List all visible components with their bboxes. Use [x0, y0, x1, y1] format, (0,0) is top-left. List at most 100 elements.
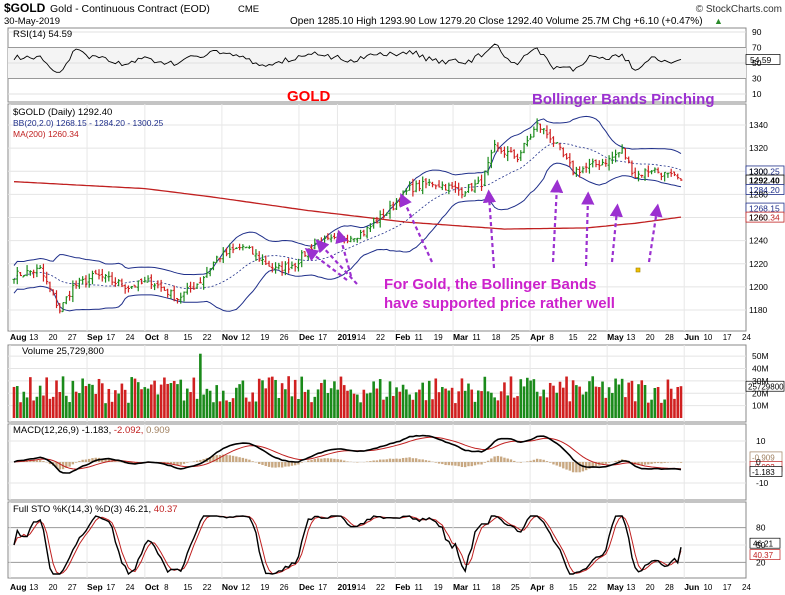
macd-histogram-bar — [428, 460, 431, 462]
volume-bar — [58, 391, 62, 418]
macd-histogram-bar — [679, 462, 683, 463]
macd-label: MACD(12,26,9) -1.183, -2.092, 0.909 — [13, 425, 170, 436]
volume-bar — [306, 389, 310, 418]
volume-bar — [493, 397, 496, 418]
volume-value-box — [745, 380, 785, 392]
macd-histogram-bar — [107, 459, 111, 462]
volume-bar — [123, 389, 127, 418]
axis-ticks: 1340 1320 1300 1280 1260 1240 1220 1200 1180 90 70… — [749, 27, 769, 567]
volume-bar — [179, 379, 183, 418]
macd-histogram-bar — [55, 462, 58, 468]
macd-histogram-bar — [493, 456, 496, 462]
volume-bar — [143, 387, 147, 418]
volume-bar — [532, 379, 536, 418]
macd-histogram-bar — [555, 462, 558, 466]
volume-bar — [241, 380, 245, 418]
x-axis-label: 2019 — [337, 582, 356, 592]
volume-bar — [238, 384, 241, 418]
volume-bar — [297, 399, 300, 418]
macd-histogram-bar — [300, 462, 303, 463]
macd-histogram-bar — [571, 462, 575, 473]
x-axis-label: 15 — [183, 583, 192, 592]
macd-histogram-bar — [244, 458, 248, 462]
x-axis-label: Apr — [530, 582, 545, 592]
x-axis-label: 25 — [511, 333, 520, 342]
macd-histogram-bar — [526, 461, 529, 462]
x-axis-label: 8 — [549, 583, 554, 592]
rsi-tick-label: 10 — [752, 89, 762, 99]
volume-bar — [192, 377, 196, 418]
x-axis-label: Apr — [530, 332, 545, 342]
annotation-arrow — [482, 189, 497, 269]
volume-bar — [342, 385, 346, 418]
volume-bar — [127, 402, 130, 418]
x-axis-label: 12 — [241, 583, 250, 592]
volume-bar — [509, 376, 513, 418]
volume-bar — [87, 383, 91, 418]
macd-histogram-bar — [271, 462, 274, 468]
volume-bar — [584, 391, 588, 418]
macd-histogram-bar — [378, 459, 382, 462]
rsi-tick-label: 90 — [752, 27, 762, 37]
macd-tick-label: 0 — [756, 457, 761, 467]
volume-bar — [372, 381, 375, 418]
volume-bar — [38, 385, 42, 418]
volume-bar — [329, 388, 333, 418]
volume-bar — [81, 378, 84, 418]
macd-histogram-bar — [643, 462, 647, 465]
volume-bar — [290, 396, 294, 418]
volume-bar — [333, 381, 336, 418]
volume-bar — [512, 397, 516, 418]
volume-bar — [280, 383, 284, 418]
macd-histogram-bar — [343, 460, 346, 462]
macd-histogram-bar — [248, 459, 251, 462]
x-axis-label: 20 — [646, 583, 655, 592]
volume-bar — [12, 386, 16, 418]
x-axis-label: 15 — [569, 333, 578, 342]
volume-bar — [166, 383, 169, 418]
price-tick-label: 1220 — [749, 259, 768, 269]
macd-histogram-bar — [81, 459, 84, 462]
macd-histogram-bar — [101, 458, 104, 462]
macd-histogram-bar — [228, 455, 231, 462]
sto-d-line — [13, 515, 682, 575]
volume-bar — [163, 377, 166, 418]
volume-bar — [35, 396, 39, 418]
volume-bar — [146, 388, 150, 418]
x-axis-label: 28 — [665, 583, 674, 592]
volume-bar — [270, 376, 274, 418]
macd-histogram-bar — [395, 458, 398, 462]
macd-histogram-bar — [277, 462, 281, 468]
macd-histogram-bar — [287, 462, 290, 467]
macd-histogram-bar — [434, 462, 437, 463]
annotation-arrow — [399, 193, 433, 263]
volume-bar — [552, 385, 555, 418]
volume-bar — [673, 398, 676, 418]
volume-bar — [460, 378, 464, 418]
macd-histogram-bar — [176, 462, 179, 466]
volume-bar — [61, 376, 65, 418]
macd-histogram-bar — [640, 462, 643, 466]
volume-bar — [663, 399, 666, 418]
macd-histogram-bar — [401, 457, 405, 462]
volume-bar — [575, 385, 578, 418]
macd-histogram-bar — [179, 462, 182, 465]
macd-histogram-bar — [173, 462, 176, 465]
x-axis-label: Feb — [395, 332, 410, 342]
x-axis-label: 26 — [280, 333, 289, 342]
macd-histogram-bar — [490, 458, 493, 462]
x-axis-label: Aug — [10, 332, 27, 342]
sto-value-label: 40.37 — [753, 551, 774, 560]
x-axis-label: Feb — [395, 582, 410, 592]
volume-bar — [254, 401, 258, 418]
volume-bar — [496, 400, 500, 418]
volume-bar — [395, 387, 398, 418]
x-axis-label: 14 — [357, 333, 366, 342]
macd-histogram-bar — [274, 462, 277, 468]
price-tick-label: 1340 — [749, 120, 768, 130]
macd-histogram-bar — [588, 462, 591, 469]
x-axis-label: 24 — [126, 583, 135, 592]
macd-histogram-bar — [398, 458, 402, 462]
volume-bar — [588, 381, 591, 418]
volume-bar — [437, 392, 441, 418]
